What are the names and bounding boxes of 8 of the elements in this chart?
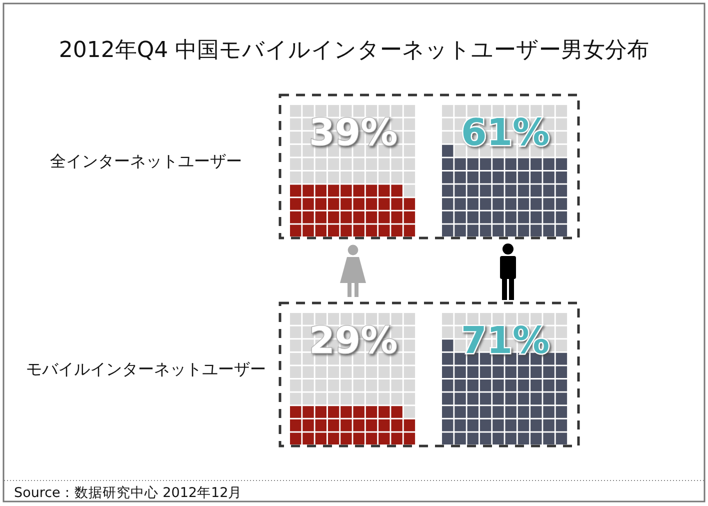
data-label: 71% <box>460 319 550 362</box>
text: 2012年Q4 中国モバイルインターネットユーザー男女分布 <box>58 38 650 63</box>
data-label: 61% <box>460 111 550 154</box>
source-note: Source：数据研究中心 2012年12月 <box>14 485 242 501</box>
data-label: 39% <box>308 111 398 154</box>
data-label: 29% <box>308 319 398 362</box>
category-label: 全インターネットユーザー <box>50 152 242 170</box>
category-label: モバイルインターネットユーザー <box>26 360 266 378</box>
